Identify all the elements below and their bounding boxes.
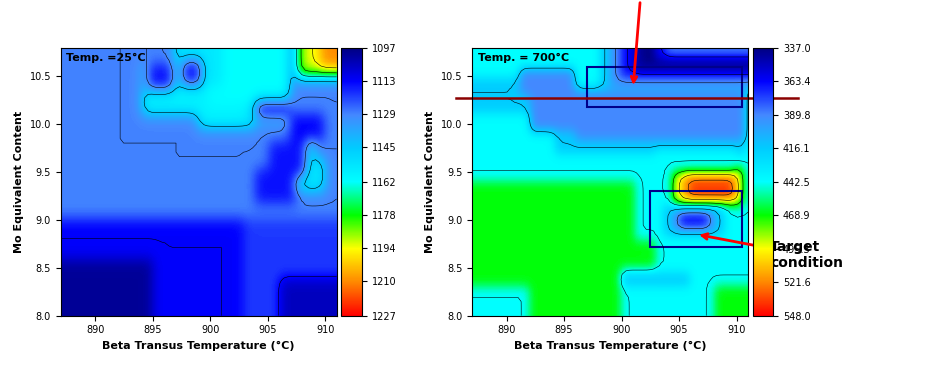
- X-axis label: Beta Transus Temperature (°C): Beta Transus Temperature (°C): [514, 341, 706, 351]
- Bar: [587, 67, 742, 107]
- Y-axis label: Mo Equivalent Content: Mo Equivalent Content: [14, 110, 24, 253]
- Text: Temp. =25°C: Temp. =25°C: [66, 53, 146, 63]
- Y-axis label: Mo Equivalent Content: Mo Equivalent Content: [425, 110, 436, 253]
- Bar: [651, 191, 742, 247]
- X-axis label: Beta Transus Temperature (°C): Beta Transus Temperature (°C): [103, 341, 295, 351]
- Text: Target
condition: Target condition: [702, 234, 843, 270]
- Text: Target condition: Target condition: [577, 0, 705, 82]
- Text: Temp. = 700°C: Temp. = 700°C: [478, 53, 568, 63]
